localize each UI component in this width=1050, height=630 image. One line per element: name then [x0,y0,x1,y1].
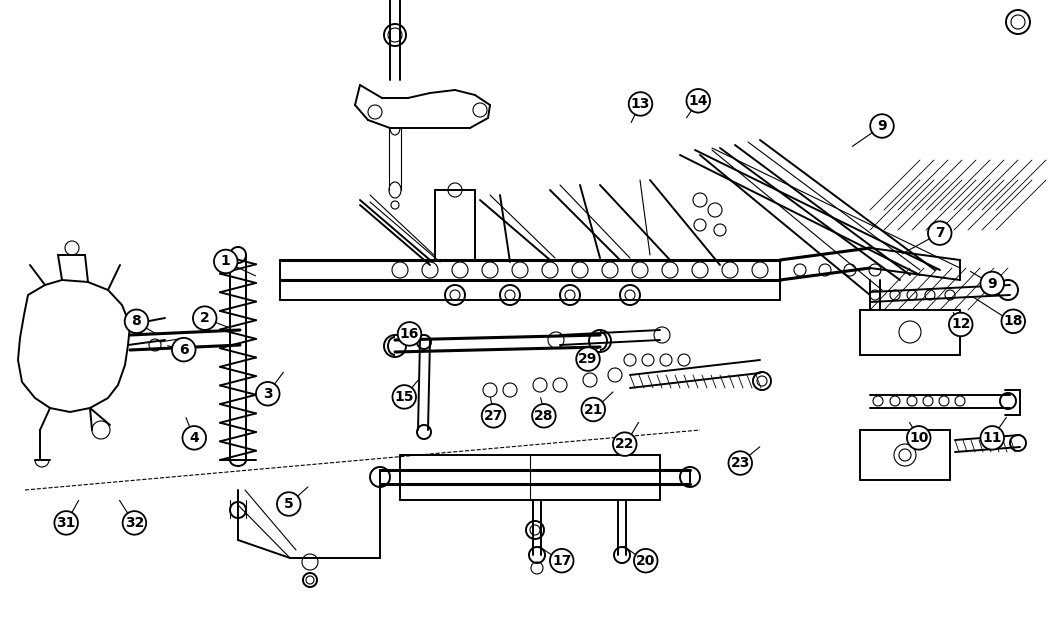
Circle shape [729,451,752,475]
Text: 6: 6 [178,343,189,357]
Circle shape [183,426,206,450]
Text: 21: 21 [584,403,603,416]
Text: 22: 22 [615,437,634,451]
Text: 16: 16 [400,327,419,341]
Circle shape [1002,309,1025,333]
Circle shape [550,549,573,573]
Circle shape [576,347,600,371]
Text: 10: 10 [909,431,928,445]
Circle shape [981,272,1004,295]
Text: 3: 3 [262,387,273,401]
Circle shape [949,312,972,336]
Circle shape [123,511,146,535]
Text: 4: 4 [189,431,200,445]
Text: 20: 20 [636,554,655,568]
Text: 2: 2 [200,311,210,325]
Text: 11: 11 [983,431,1002,445]
Circle shape [277,492,300,516]
Circle shape [981,426,1004,450]
Circle shape [582,398,605,421]
Text: 14: 14 [689,94,708,108]
Circle shape [532,404,555,428]
Circle shape [907,426,930,450]
Circle shape [870,114,894,138]
Circle shape [393,385,416,409]
Text: 9: 9 [877,119,887,133]
Circle shape [687,89,710,113]
Circle shape [214,249,237,273]
Text: 12: 12 [951,318,970,331]
Polygon shape [18,280,130,412]
Text: 28: 28 [534,409,553,423]
Text: 9: 9 [987,277,998,290]
Circle shape [634,549,657,573]
Circle shape [172,338,195,362]
Text: 27: 27 [484,409,503,423]
Circle shape [928,221,951,245]
Circle shape [193,306,216,330]
Circle shape [629,92,652,116]
Text: 18: 18 [1004,314,1023,328]
Circle shape [55,511,78,535]
Circle shape [398,322,421,346]
Circle shape [482,404,505,428]
Circle shape [256,382,279,406]
Circle shape [125,309,148,333]
Text: 23: 23 [731,456,750,470]
Text: 15: 15 [395,390,414,404]
Text: 8: 8 [131,314,142,328]
Circle shape [613,432,636,456]
Text: 13: 13 [631,97,650,111]
Text: 1: 1 [220,255,231,268]
Text: 7: 7 [934,226,945,240]
Text: 17: 17 [552,554,571,568]
Text: 5: 5 [284,497,294,511]
Text: 29: 29 [579,352,597,366]
Text: 32: 32 [125,516,144,530]
Text: 31: 31 [57,516,76,530]
